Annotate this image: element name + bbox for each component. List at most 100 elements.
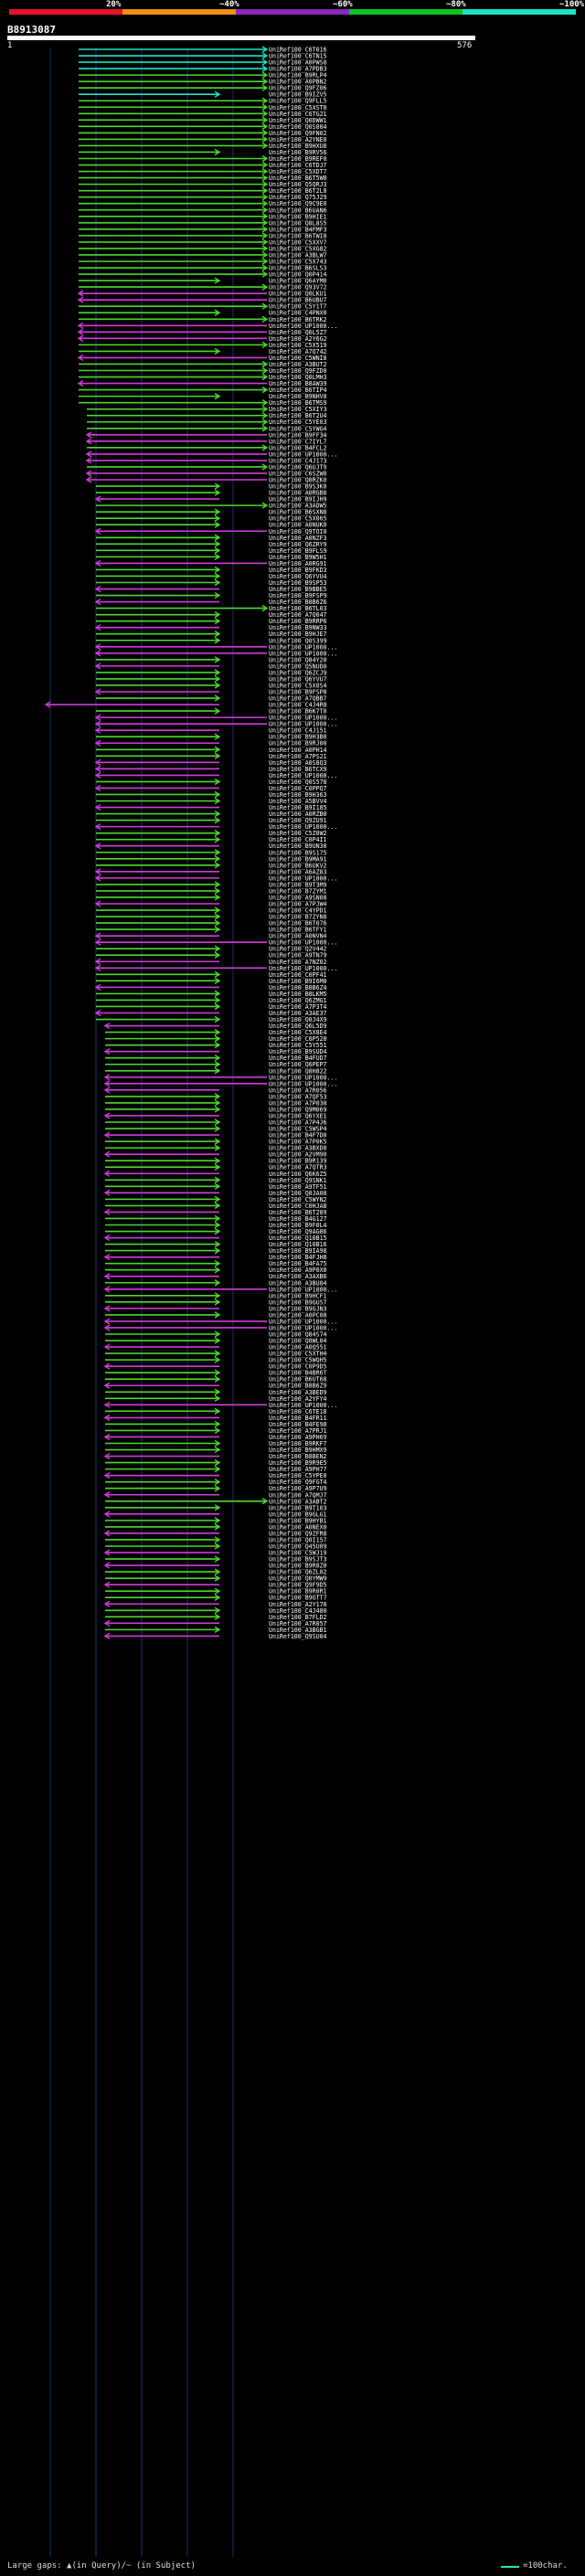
hit-row[interactable]: UniRef100_A9P0X0 xyxy=(105,1267,327,1274)
hit-row[interactable]: UniRef100_Q9F9D5 xyxy=(103,1581,327,1589)
hit-row[interactable]: UniRef100_C5WSP4 xyxy=(105,1125,327,1133)
hit-label[interactable]: UniRef100_Q6L5D9 xyxy=(269,1023,327,1030)
hit-row[interactable]: UniRef100_UP1000... xyxy=(103,1401,337,1409)
hit-row[interactable]: UniRef100_B6SXN8 xyxy=(96,508,327,516)
hit-label[interactable]: UniRef100_B4FUD7 xyxy=(269,1055,327,1062)
hit-label[interactable]: UniRef100_UP1000... xyxy=(269,875,337,882)
hit-row[interactable]: UniRef100_A0PBN2 xyxy=(79,78,327,86)
hit-label[interactable]: UniRef100_C7IYL7 xyxy=(269,438,327,445)
hit-row[interactable]: UniRef100_Q6ZL02 xyxy=(105,1568,327,1576)
hit-row[interactable]: UniRef100_B8B6Z9 xyxy=(103,1382,327,1390)
hit-row[interactable]: UniRef100_B9GLG1 xyxy=(103,1511,327,1518)
hit-label[interactable]: UniRef100_Q8H822 xyxy=(269,1067,327,1075)
hit-label[interactable]: UniRef100_B6T289 xyxy=(269,1209,327,1216)
hit-label[interactable]: UniRef100_A0NUK0 xyxy=(269,522,327,529)
hit-label[interactable]: UniRef100_A9PH69 xyxy=(269,1434,327,1441)
hit-row[interactable]: UniRef100_C5X743 xyxy=(79,258,327,265)
hit-row[interactable]: UniRef100_Q9FZD0 xyxy=(79,366,327,375)
hit-row[interactable]: UniRef100_B6UKV2 xyxy=(96,862,327,869)
hit-label[interactable]: UniRef100_Q6ZRY9 xyxy=(269,541,327,548)
hit-row[interactable]: UniRef100_B9GUS7 xyxy=(105,1299,327,1306)
hit-label[interactable]: UniRef100_B6T5W8 xyxy=(269,175,327,182)
hit-label[interactable]: UniRef100_B4FJH8 xyxy=(269,1254,327,1261)
hit-label[interactable]: UniRef100_B6TRK2 xyxy=(269,316,327,323)
hit-label[interactable]: UniRef100_A7PDB3 xyxy=(269,66,327,73)
hit-label[interactable]: UniRef100_Q6UJT9 xyxy=(269,463,327,471)
hit-label[interactable]: UniRef100_A0RG91 xyxy=(269,560,327,567)
hit-row[interactable]: UniRef100_B8BEN2 xyxy=(103,1452,327,1460)
hit-row[interactable]: UniRef100_B6UT68 xyxy=(105,1375,327,1383)
hit-row[interactable]: UniRef100_Q45U09 xyxy=(105,1542,327,1550)
hit-label[interactable]: UniRef100_B6SXN8 xyxy=(269,509,327,516)
hit-row[interactable]: UniRef100_C0P528 xyxy=(105,1035,327,1043)
hit-label[interactable]: UniRef100_Q6ZCJ9 xyxy=(269,669,327,676)
hit-row[interactable]: UniRef100_A6AZ83 xyxy=(94,868,327,875)
hit-label[interactable]: UniRef100_Q9ZU91 xyxy=(269,817,327,824)
hit-row[interactable]: UniRef100_Q6YVU7 xyxy=(96,675,327,683)
hit-label[interactable]: UniRef100_C5X065 xyxy=(269,515,327,523)
hit-label[interactable]: UniRef100_B9IA98 xyxy=(269,1247,327,1255)
hit-row[interactable]: UniRef100_Q93V72 xyxy=(79,283,327,292)
hit-row[interactable]: UniRef100_Q9FGT4 xyxy=(105,1479,327,1486)
hit-row[interactable]: UniRef100_C0PF41 xyxy=(96,970,327,979)
hit-row[interactable]: UniRef100_Q0P414 xyxy=(79,270,327,279)
hit-label[interactable]: UniRef100_A3BUT2 xyxy=(269,361,327,368)
hit-row[interactable]: UniRef100_C5X519 xyxy=(79,341,327,349)
hit-row[interactable]: UniRef100_Q6ZMG1 xyxy=(96,996,327,1004)
hit-row[interactable]: UniRef100_Q8H822 xyxy=(105,1067,327,1075)
hit-label[interactable]: UniRef100_Q0J4X9 xyxy=(269,1016,327,1023)
hit-label[interactable]: UniRef100_B9SUD4 xyxy=(269,1048,327,1055)
hit-row[interactable]: UniRef100_A7R056 xyxy=(103,1087,327,1094)
hit-row[interactable]: UniRef100_B8LKM5 xyxy=(96,990,327,998)
hit-label[interactable]: UniRef100_UP1000... xyxy=(269,323,337,330)
hit-label[interactable]: UniRef100_Q6ZL02 xyxy=(269,1569,327,1576)
hit-row[interactable]: UniRef100_B9BBE5 xyxy=(94,585,327,593)
hit-label[interactable]: UniRef100_Q9FGT4 xyxy=(269,1479,327,1486)
hit-label[interactable]: UniRef100_C0P4I1 xyxy=(269,836,327,843)
hit-row[interactable]: UniRef100_B9HXU8 xyxy=(79,142,327,150)
hit-row[interactable]: UniRef100_C4J151 xyxy=(94,726,327,735)
hit-row[interactable]: UniRef100_UP1000... xyxy=(94,823,337,831)
hit-row[interactable]: UniRef100_A3BU04 xyxy=(105,1279,327,1287)
hit-row[interactable]: UniRef100_A7Q742 xyxy=(79,347,327,355)
hit-row[interactable]: UniRef100_A7Q047 xyxy=(96,611,327,619)
hit-row[interactable]: UniRef100_Q0S399 xyxy=(96,637,327,644)
hit-label[interactable]: UniRef100_B9IZV5 xyxy=(269,91,327,99)
hit-label[interactable]: UniRef100_A9TN79 xyxy=(269,952,327,959)
hit-label[interactable]: UniRef100_C6SZW0 xyxy=(269,470,327,477)
hit-row[interactable]: UniRef100_C4PNX0 xyxy=(79,309,327,317)
hit-label[interactable]: UniRef100_B9R9E5 xyxy=(269,1459,327,1467)
hit-label[interactable]: UniRef100_Q0YMW9 xyxy=(269,1575,327,1583)
hit-row[interactable]: UniRef100_UP1000... xyxy=(103,1080,337,1087)
hit-label[interactable]: UniRef100_C5XTH4 xyxy=(269,1351,327,1358)
hit-label[interactable]: UniRef100_C5WSP4 xyxy=(269,1126,327,1133)
hit-label[interactable]: UniRef100_C4J151 xyxy=(269,727,327,735)
hit-row[interactable]: UniRef100_B8B6Z4 xyxy=(94,983,327,991)
hit-label[interactable]: UniRef100_A7P0K5 xyxy=(269,1139,327,1146)
hit-label[interactable]: UniRef100_B9GUS7 xyxy=(269,1299,327,1306)
hit-row[interactable]: UniRef100_Q6YVU4 xyxy=(96,572,327,580)
hit-row[interactable]: UniRef100_B4FCL2 xyxy=(87,444,327,451)
hit-row[interactable]: UniRef100_Q6ZCJ9 xyxy=(96,669,327,676)
hit-label[interactable]: UniRef100_Q0LKU1 xyxy=(269,291,327,298)
hit-row[interactable]: UniRef100_A9PH77 xyxy=(105,1466,327,1473)
hit-label[interactable]: UniRef100_B9HIE1 xyxy=(269,213,327,220)
hit-row[interactable]: UniRef100_C5XG82 xyxy=(79,245,327,252)
hit-row[interactable]: UniRef100_B9HMX9 xyxy=(105,1446,327,1454)
hit-label[interactable]: UniRef100_B7ZYN8 xyxy=(269,914,327,921)
hit-label[interactable]: UniRef100_B9RRP6 xyxy=(269,618,327,625)
hit-row[interactable]: UniRef100_B9MA91 xyxy=(96,855,327,863)
hit-label[interactable]: UniRef100_B9T3M9 xyxy=(269,881,327,888)
hit-label[interactable]: UniRef100_Q9SU04 xyxy=(269,1633,327,1640)
hit-row[interactable]: UniRef100_Q0LKU1 xyxy=(77,290,327,298)
hit-label[interactable]: UniRef100_A3AE37 xyxy=(269,1010,327,1017)
hit-row[interactable]: UniRef100_B6UBU7 xyxy=(77,296,327,304)
hit-label[interactable]: UniRef100_A2Y170 xyxy=(269,1601,327,1608)
hit-label[interactable]: UniRef100_UP1000... xyxy=(269,650,337,657)
hit-row[interactable]: UniRef100_B9HCF1 xyxy=(105,1292,327,1299)
hit-label[interactable]: UniRef100_Q5QRJ3 xyxy=(269,181,327,188)
hit-row[interactable]: UniRef100_A7P0K5 xyxy=(105,1138,327,1146)
hit-row[interactable]: UniRef100_B4F7D0 xyxy=(103,1131,327,1140)
hit-label[interactable]: UniRef100_Q9FN02 xyxy=(269,130,327,137)
hit-label[interactable]: UniRef100_C5Z0W2 xyxy=(269,830,327,837)
